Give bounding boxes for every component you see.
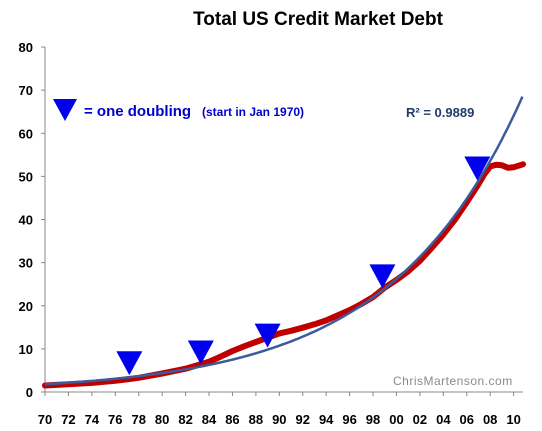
- x-tick-label: 94: [319, 412, 334, 427]
- series-layer: [42, 96, 526, 389]
- x-tick-label: 74: [85, 412, 100, 427]
- chart-title: Total US Credit Market Debt: [193, 9, 444, 30]
- series-line-debt: [42, 161, 526, 389]
- x-axis: 70 72 74 76 78 80 82 84 86 88 90 92 94 96 98 00 02 04 06 08…: [38, 391, 523, 427]
- x-tick-label: 02: [413, 412, 427, 427]
- r-squared-annotation: R² = 0.9889: [406, 105, 474, 120]
- y-tick-label: 40: [19, 213, 33, 228]
- legend: = one doubling (start in Jan 1970): [53, 99, 304, 121]
- x-tick-label: 86: [225, 412, 239, 427]
- x-tick-label: 88: [249, 412, 263, 427]
- doubling-marker-icon: [369, 264, 396, 289]
- x-tick-label: 80: [155, 412, 169, 427]
- x-tick-label: 72: [61, 412, 75, 427]
- y-tick-label: 70: [19, 83, 33, 98]
- x-tick-label: 04: [436, 412, 451, 427]
- x-tick-label: 10: [506, 412, 520, 427]
- y-tick-label: 20: [19, 299, 33, 314]
- x-tick-label: 90: [272, 412, 286, 427]
- legend-note: (start in Jan 1970): [202, 105, 304, 119]
- y-tick-label: 10: [19, 342, 33, 357]
- x-tick-label: 96: [342, 412, 356, 427]
- x-tick-label: 08: [483, 412, 497, 427]
- x-tick-label: 98: [366, 412, 380, 427]
- doubling-marker-icon: [464, 156, 491, 181]
- doubling-marker-icon: [116, 351, 143, 376]
- doubling-marker-icon: [187, 340, 214, 365]
- x-tick-label: 76: [108, 412, 122, 427]
- y-axis: 0 10 20 30 40 50 60 70 80: [19, 40, 46, 400]
- x-tick-label: 00: [389, 412, 403, 427]
- credit-text: ChrisMartenson.com: [393, 374, 513, 388]
- legend-label: = one doubling: [84, 103, 191, 120]
- y-tick-label: 60: [19, 126, 33, 141]
- x-tick-label: 78: [131, 412, 145, 427]
- series-line-trend: [44, 96, 524, 386]
- x-tick-label: 82: [178, 412, 192, 427]
- y-tick-label: 80: [19, 40, 33, 55]
- doubling-markers: [116, 156, 491, 376]
- y-tick-label: 30: [19, 256, 33, 271]
- x-tick-label: 92: [296, 412, 310, 427]
- y-tick-label: 0: [26, 385, 33, 400]
- x-tick-label: 06: [460, 412, 474, 427]
- legend-triangle-icon: [53, 99, 77, 121]
- y-tick-label: 50: [19, 169, 33, 184]
- x-tick-label: 70: [38, 412, 52, 427]
- x-tick-label: 84: [202, 412, 217, 427]
- doubling-marker-icon: [254, 323, 281, 348]
